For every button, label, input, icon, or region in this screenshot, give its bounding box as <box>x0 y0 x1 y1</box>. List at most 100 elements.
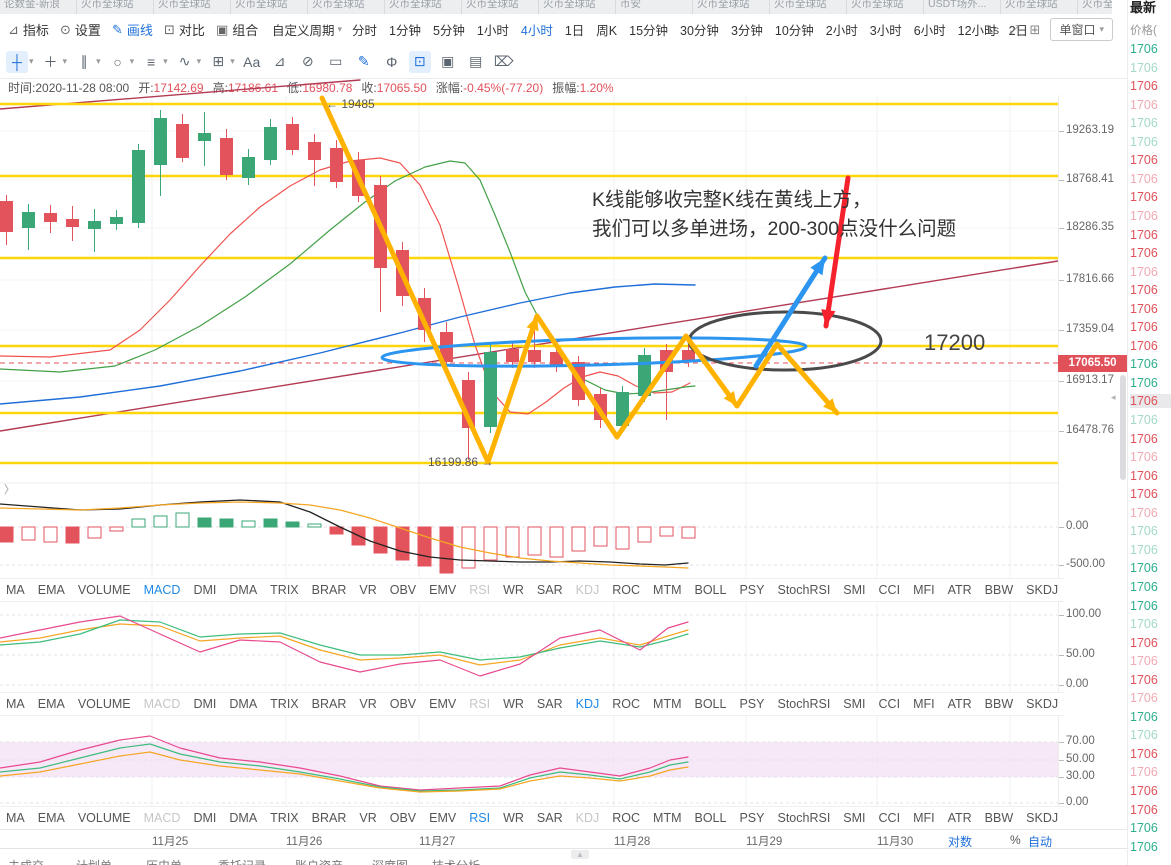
indicator-tab-vr[interactable]: VR <box>359 811 377 825</box>
indicator-tab-trix[interactable]: TRIX <box>270 583 299 597</box>
indicator-tab-bbw[interactable]: BBW <box>984 811 1014 825</box>
indicators-button[interactable]: ⊿ 指标 <box>8 21 49 39</box>
indicator-tab-volume[interactable]: VOLUME <box>77 697 131 711</box>
indicator-tab-obv[interactable]: OBV <box>389 811 417 825</box>
indicator-tab-mfi[interactable]: MFI <box>913 697 935 711</box>
indicator-tab-cci[interactable]: CCI <box>878 697 901 711</box>
indicator-tab-atr[interactable]: ATR <box>947 811 972 825</box>
timeframe-1日[interactable]: 1日 <box>564 24 585 38</box>
timeframe-2小时[interactable]: 2小时 <box>825 24 858 38</box>
fullscreen-icon[interactable]: ⤢ <box>1009 21 1020 37</box>
indicator-tab-emv[interactable]: EMV <box>429 811 457 825</box>
bookmark-tool[interactable]: ▣ <box>437 51 459 73</box>
indicator-tab-mfi[interactable]: MFI <box>913 811 935 825</box>
indicator-tab-kdj[interactable]: KDJ <box>575 811 600 825</box>
trade-row[interactable]: 1706 <box>1130 301 1158 316</box>
trade-row[interactable]: 1706 <box>1130 784 1158 798</box>
indicator-tab-obv[interactable]: OBV <box>389 583 417 597</box>
indicator-tab-vr[interactable]: VR <box>359 583 377 597</box>
bottom-tab-历史单[interactable]: 历史单 <box>146 857 182 865</box>
bottom-tab-未成交[interactable]: 未成交 <box>8 857 44 865</box>
trade-row[interactable]: 1706 <box>1130 208 1158 223</box>
trade-row[interactable]: 1706 <box>1130 728 1158 743</box>
indicator-tab-boll[interactable]: BOLL <box>694 811 727 825</box>
trade-row[interactable]: 1706 <box>1130 821 1158 836</box>
trade-row[interactable]: 1706 <box>1130 97 1158 112</box>
trade-row[interactable]: 1706 <box>1130 579 1158 594</box>
browser-tab[interactable]: 火币全球站 <box>385 0 462 14</box>
wave-tool[interactable]: ∿ ▾ <box>174 51 201 73</box>
indicator-tab-rsi[interactable]: RSI <box>469 697 491 711</box>
trade-row[interactable]: 1706 <box>1130 561 1158 576</box>
indicator-tab-roc[interactable]: ROC <box>612 697 641 711</box>
trades-scrollbar[interactable] <box>1120 375 1126 480</box>
timeframe-12小时[interactable]: 12小时 <box>957 24 997 38</box>
browser-tab[interactable]: 火币全球站 <box>308 0 385 14</box>
scale-control-自动[interactable]: 自动 <box>1028 835 1053 849</box>
trade-row[interactable]: 1706 <box>1130 617 1158 632</box>
trade-row[interactable]: 1706 <box>1130 413 1158 427</box>
indicator-tab-smi[interactable]: SMI <box>843 811 866 825</box>
indicator-tab-boll[interactable]: BOLL <box>694 583 727 597</box>
indicator-tab-ema[interactable]: EMA <box>37 811 65 825</box>
trade-row[interactable]: 1706 <box>1130 190 1158 205</box>
indicator-tab-dmi[interactable]: DMI <box>193 583 217 597</box>
trade-row[interactable]: 1706 <box>1130 450 1158 465</box>
browser-tab[interactable]: 火币全球站 <box>693 0 770 14</box>
indicator-tab-wr[interactable]: WR <box>503 697 524 711</box>
bottom-tab-技术分析[interactable]: 技术分析 <box>432 857 480 865</box>
indicator-tab-emv[interactable]: EMV <box>429 697 457 711</box>
indicator-tab-ma[interactable]: MA <box>6 811 25 825</box>
timeframe-10分钟[interactable]: 10分钟 <box>774 24 814 38</box>
timeframe-4小时[interactable]: 4小时 <box>520 24 553 38</box>
trade-row[interactable]: 1706 <box>1130 375 1158 390</box>
indicator-tab-psy[interactable]: PSY <box>739 583 765 597</box>
indicator-tab-ema[interactable]: EMA <box>37 583 65 597</box>
trade-row[interactable]: 1706 <box>1130 60 1158 75</box>
candlestick-chart-canvas[interactable]: ← 19485 16199.86 → 17200 〉 <box>0 79 1059 848</box>
indicator-tab-mtm[interactable]: MTM <box>653 697 682 711</box>
indicator-tab-bbw[interactable]: BBW <box>984 697 1014 711</box>
indicator-tab-sar[interactable]: SAR <box>536 583 563 597</box>
trade-row[interactable]: 1706 <box>1130 79 1158 94</box>
indicator-tab-brar[interactable]: BRAR <box>311 583 347 597</box>
indicator-tab-smi[interactable]: SMI <box>843 697 866 711</box>
browser-tab[interactable]: 火币全球站 <box>154 0 231 14</box>
timeframe-周K[interactable]: 周K <box>596 24 618 38</box>
indicator-tab-obv[interactable]: OBV <box>389 697 417 711</box>
trade-row[interactable]: 1706 <box>1130 153 1158 168</box>
indicator-tab-cci[interactable]: CCI <box>878 811 901 825</box>
trade-row[interactable]: 1706 <box>1130 134 1158 149</box>
trade-row[interactable]: 1706 <box>1130 357 1158 372</box>
bottom-tab-深度图[interactable]: 深度图 <box>372 857 408 865</box>
trade-row[interactable]: 1706 <box>1130 264 1158 279</box>
indicator-tab-trix[interactable]: TRIX <box>270 697 299 711</box>
indicator-tab-brar[interactable]: BRAR <box>311 811 347 825</box>
trade-row[interactable]: 1706 <box>1130 524 1158 539</box>
browser-tab[interactable]: 火币全球站 <box>231 0 308 14</box>
refresh-interval[interactable]: 1s <box>986 22 1000 37</box>
horizontal-lines[interactable]: ≡ ▾ <box>140 51 168 73</box>
delete-tool[interactable]: ⌦ <box>493 51 515 73</box>
indicator-tab-stochrsi[interactable]: StochRSI <box>777 697 831 711</box>
scale-control-对数[interactable]: 对数 <box>948 835 973 849</box>
indicator-tab-dma[interactable]: DMA <box>229 583 258 597</box>
trade-row[interactable]: 1706 <box>1130 635 1158 650</box>
timeframe-1分钟[interactable]: 1分钟 <box>389 24 421 38</box>
trade-row[interactable]: 1706 <box>1130 765 1158 780</box>
indicator-tab-psy[interactable]: PSY <box>739 697 765 711</box>
indicator-tab-dma[interactable]: DMA <box>229 811 258 825</box>
eraser-tool[interactable]: ⊘ <box>297 51 319 73</box>
timeframe-3分钟[interactable]: 3分钟 <box>730 24 763 38</box>
indicator-tab-cci[interactable]: CCI <box>878 583 901 597</box>
browser-tab[interactable]: 火币全球站 <box>1001 0 1078 14</box>
compare-button[interactable]: ⊡ 对比 <box>164 21 205 39</box>
indicator-tab-rsi[interactable]: RSI <box>469 583 491 597</box>
trade-row[interactable]: 1706 <box>1130 394 1171 409</box>
custom-period-dropdown[interactable]: 自定义周期 ▾ <box>272 14 342 45</box>
indicator-tab-mfi[interactable]: MFI <box>913 583 935 597</box>
indicator-tab-brar[interactable]: BRAR <box>311 697 347 711</box>
indicator-tab-dma[interactable]: DMA <box>229 697 258 711</box>
indicator-tab-roc[interactable]: ROC <box>612 811 641 825</box>
ruler-tool[interactable]: ▭ <box>325 51 347 73</box>
